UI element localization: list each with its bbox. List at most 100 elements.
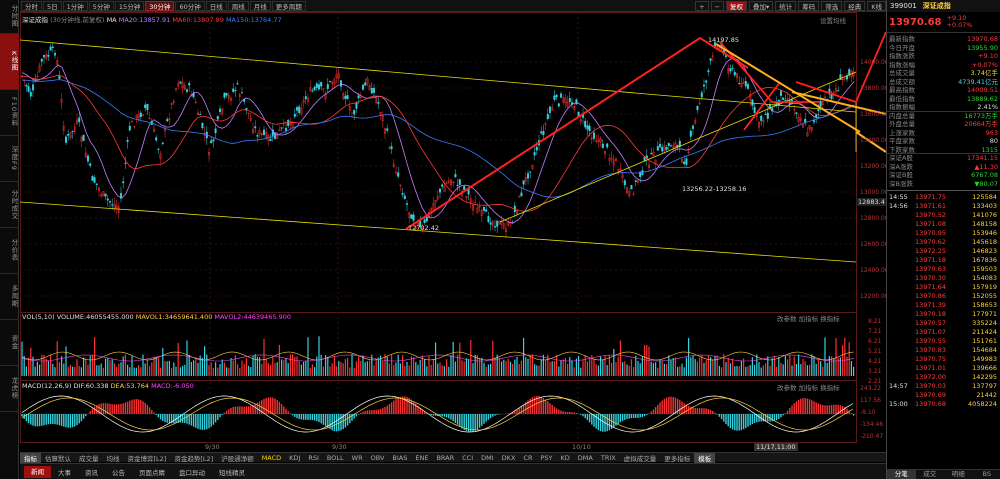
indicator-tab-26[interactable]: 模板 xyxy=(694,452,716,463)
tick-tab-0[interactable]: 分笔 xyxy=(887,470,916,479)
price-change-pct: +0.07% xyxy=(946,21,973,29)
overlay-button[interactable]: 叠加▾ xyxy=(748,0,774,11)
indicator-tab-16[interactable]: CCI xyxy=(462,453,474,462)
left-tab-3[interactable]: 深度F9 xyxy=(0,136,19,182)
indicator-tab-25[interactable]: 更多指标 xyxy=(664,454,691,463)
status-tab-1[interactable]: 大事 xyxy=(58,468,71,477)
tick-price: 13970.95 xyxy=(915,229,947,237)
indicator-tab-3[interactable]: 均线 xyxy=(106,454,120,463)
period-tab-5[interactable]: 30分钟 xyxy=(145,0,175,11)
indicator-tab-20[interactable]: PSY xyxy=(540,453,553,462)
indicator-tab-6[interactable]: 沪股通净额 xyxy=(221,454,254,463)
quote-row-value: 963 xyxy=(985,128,998,137)
indicator-tab-18[interactable]: DKX xyxy=(501,453,516,462)
tick-volume: 139666 xyxy=(972,364,997,372)
left-tab-5[interactable]: 分价表 xyxy=(0,228,19,274)
vol-add-indicator-link[interactable]: 加指标 xyxy=(798,315,819,323)
quote-row-value: 3.74亿手 xyxy=(970,69,998,77)
status-tab-0[interactable]: 新闻 xyxy=(24,465,51,478)
tick-tab-3[interactable]: BS xyxy=(982,470,991,478)
period-tab-10[interactable]: 更多周期 xyxy=(271,0,306,11)
indicator-tab-5[interactable]: 资金趋势[L2] xyxy=(174,454,214,463)
period-tab-8[interactable]: 周线 xyxy=(227,0,249,11)
indicator-tab-13[interactable]: BIAS xyxy=(392,453,408,462)
indicator-tab-9[interactable]: RSI xyxy=(308,453,319,462)
indicator-tab-22[interactable]: DMA xyxy=(577,453,593,462)
quote-row-value: 20664万手 xyxy=(964,120,998,128)
status-tab-6[interactable]: 短线精灵 xyxy=(219,468,245,477)
kline-chart-area[interactable]: 深证成指 (30分钟线,前复权) MA MA20:13857.91 MA60:1… xyxy=(20,12,889,452)
period-tab-9[interactable]: 月线 xyxy=(249,0,271,11)
tick-volume: 21442 xyxy=(976,391,997,399)
macd-switch-indicator-link[interactable]: 换指标 xyxy=(820,384,840,392)
left-tab-1[interactable]: K线图 xyxy=(0,34,19,90)
indicator-tab-23[interactable]: TRIX xyxy=(600,453,616,462)
status-tab-5[interactable]: 盘口异动 xyxy=(179,468,205,477)
tick-row: 13971.18 167836 xyxy=(887,256,1000,265)
tick-list[interactable]: 14:55 13971.75 125584 14:56 13971.61 133403 13… xyxy=(887,190,1000,409)
left-tab-4[interactable]: 分时成交 xyxy=(0,182,19,228)
tick-row: 13972.00 142295 xyxy=(887,373,1000,382)
macd-edit-params-link[interactable]: 改参数 xyxy=(777,384,797,392)
period-tab-4[interactable]: 15分钟 xyxy=(114,0,145,11)
period-tab-2[interactable]: 1分钟 xyxy=(62,0,88,11)
period-tab-3[interactable]: 5分钟 xyxy=(88,0,114,11)
indicator-tab-7[interactable]: MACD xyxy=(261,453,282,462)
tick-tab-1[interactable]: 成交 xyxy=(923,470,937,478)
indicator-tab-0[interactable]: 指标 xyxy=(20,452,41,463)
period-tab-7[interactable]: 日线 xyxy=(205,0,227,11)
fq-button[interactable]: 复权 xyxy=(725,0,747,11)
indicator-tab-21[interactable]: KD xyxy=(560,453,570,462)
status-tab-4[interactable]: 页面点睛 xyxy=(139,468,165,477)
period-tab-1[interactable]: 5日 xyxy=(43,0,62,11)
indicator-tab-11[interactable]: WR xyxy=(351,453,363,462)
indicator-tab-24[interactable]: 虚拟成交量 xyxy=(623,454,657,463)
chart-canvas[interactable] xyxy=(20,12,886,452)
vol-edit-params-link[interactable]: 改参数 xyxy=(777,315,797,323)
left-tab-7[interactable]: 资金 xyxy=(0,320,19,366)
tick-time xyxy=(889,238,915,247)
stats-button[interactable]: 统计 xyxy=(775,0,797,11)
kline-type-button[interactable]: K线 xyxy=(867,0,886,11)
tick-price: 13970.03 xyxy=(915,382,947,390)
quote-row-value: 17341.15 xyxy=(966,154,998,162)
indicator-tab-12[interactable]: OBV xyxy=(370,453,385,462)
tick-time xyxy=(889,274,915,283)
zoom-out-button[interactable]: − xyxy=(710,0,724,11)
select-button[interactable]: 筛选 xyxy=(821,0,843,11)
left-tab-2[interactable]: F10资料 xyxy=(0,90,19,136)
indicator-tab-19[interactable]: CR xyxy=(523,453,533,462)
tick-time xyxy=(889,265,915,274)
indicator-tab-17[interactable]: DMI xyxy=(481,453,494,462)
left-tab-0[interactable]: 分时图 xyxy=(0,0,19,34)
left-tab-6[interactable]: 多周期 xyxy=(0,274,19,320)
indicator-tab-4[interactable]: 资金博弈[L2] xyxy=(127,454,167,463)
indicator-tab-10[interactable]: BOLL xyxy=(326,453,344,462)
indicator-tab-1[interactable]: 估算默认 xyxy=(45,454,71,463)
indicator-tab-2[interactable]: 成交量 xyxy=(79,454,99,463)
indicator-tab-15[interactable]: BRAR xyxy=(436,453,455,462)
price-tick: 13000.00 xyxy=(860,189,889,196)
left-tab-8[interactable]: 龙虎榜 xyxy=(0,366,19,412)
period-tab-6[interactable]: 60分钟 xyxy=(175,0,205,11)
macd-histogram xyxy=(20,396,856,432)
status-tab-3[interactable]: 公告 xyxy=(112,468,125,477)
quote-row-value: 6767.08 xyxy=(971,171,998,179)
indicator-tab-14[interactable]: ENE xyxy=(415,453,429,462)
tick-tab-2[interactable]: 明细 xyxy=(951,470,965,478)
tick-row: 13970.95 153946 xyxy=(887,229,1000,238)
indicator-tab-8[interactable]: KDJ xyxy=(289,453,301,462)
chip-button[interactable]: 筹码 xyxy=(798,0,820,11)
ma-settings-link[interactable]: 设置均线 xyxy=(820,17,846,25)
quote-row-label: 深B涨跌 xyxy=(889,179,913,188)
period-tab-0[interactable]: 分时 xyxy=(21,0,42,11)
status-tab-2[interactable]: 资讯 xyxy=(85,468,98,477)
vol-switch-indicator-link[interactable]: 换指标 xyxy=(820,315,840,323)
macd-add-indicator-link[interactable]: 加指标 xyxy=(798,384,819,392)
classic-button[interactable]: 经典 xyxy=(844,0,866,11)
tick-price: 13970.52 xyxy=(915,211,947,219)
zoom-in-button[interactable]: + xyxy=(695,0,709,11)
tick-volume: 158653 xyxy=(972,301,997,309)
tick-row: 13971.07 211424 xyxy=(887,328,1000,337)
tick-price: 13970.30 xyxy=(915,274,947,282)
